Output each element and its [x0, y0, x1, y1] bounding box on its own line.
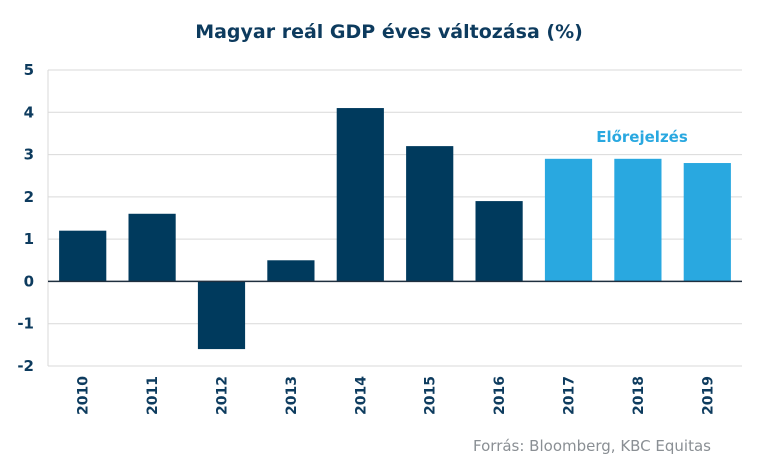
x-tick-label: 2015: [423, 376, 439, 415]
x-tick-label: 2017: [562, 376, 578, 415]
y-tick-label: 1: [24, 230, 34, 248]
source-note: Forrás: Bloomberg, KBC Equitas: [473, 437, 711, 455]
bar-2011: [128, 213, 176, 282]
x-tick-label: 2013: [284, 376, 300, 415]
y-tick-label: -1: [17, 315, 34, 333]
x-tick-label: 2016: [492, 376, 508, 415]
bars: [48, 108, 742, 350]
x-tick-label: 2012: [215, 376, 231, 415]
y-tick-label: -2: [17, 357, 34, 375]
x-tick-label: 2019: [700, 376, 716, 415]
bar-2012: [197, 281, 246, 350]
x-axis-ticks: 2010 2011 2012 2013 2014 2015 2016 2017 2018 2019: [76, 376, 717, 415]
x-tick-label: 2011: [145, 376, 161, 415]
chart-title: Magyar reál GDP éves változása (%): [195, 21, 583, 43]
bar-2016: [475, 201, 523, 282]
bar-2014: [336, 108, 384, 282]
bar-2017: [544, 158, 593, 282]
bar-2010: [59, 230, 107, 282]
bar-2019: [683, 163, 731, 282]
y-axis-ticks: -2 -1 0 1 2 3 4 5: [17, 61, 34, 375]
y-tick-label: 0: [24, 272, 34, 290]
y-tick-label: 2: [24, 188, 34, 206]
y-tick-label: 5: [24, 61, 34, 79]
forecast-annotation: Előrejelzés: [596, 128, 688, 146]
x-tick-label: 2018: [631, 376, 647, 415]
bar-2018: [614, 158, 662, 282]
bar-2015: [406, 146, 454, 282]
y-tick-label: 3: [24, 146, 34, 164]
bar-2013: [267, 260, 315, 282]
x-tick-label: 2010: [76, 376, 92, 415]
x-tick-label: 2014: [353, 376, 369, 415]
y-tick-label: 4: [24, 103, 34, 121]
